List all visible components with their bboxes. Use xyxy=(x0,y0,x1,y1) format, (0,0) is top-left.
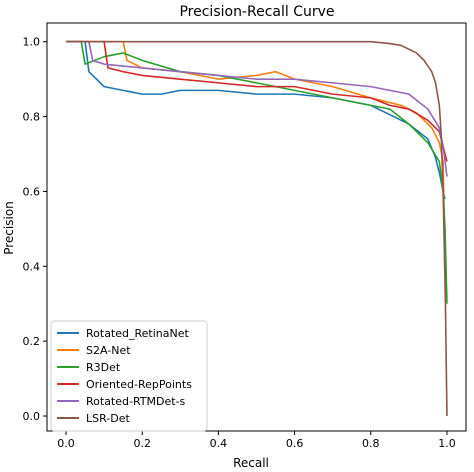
legend-label-0: Rotated_RetinaNet xyxy=(86,327,189,340)
y-axis-ticks: 0.0 0.2 0.4 0.6 0.8 1.0 xyxy=(23,36,47,423)
legend-label-5: LSR-Det xyxy=(86,412,131,425)
x-axis-ticks: 0.0 0.2 0.4 0.6 0.8 1.0 xyxy=(57,431,456,450)
y-tick-label: 0.0 xyxy=(23,410,41,423)
plot-area: 0.0 0.2 0.4 0.6 0.8 1.0 0.0 0.2 0.4 0.6 0.8 1.0 xyxy=(23,22,467,450)
series-line-0 xyxy=(66,40,446,200)
y-tick-label: 0.4 xyxy=(23,260,41,273)
series-line-2 xyxy=(66,40,448,304)
series-line-5 xyxy=(66,40,448,417)
y-axis-label: Precision xyxy=(2,201,16,255)
y-tick-label: 0.2 xyxy=(23,335,41,348)
legend-label-4: Rotated-RTMDet-s xyxy=(86,395,186,408)
y-tick-label: 0.8 xyxy=(23,111,41,124)
x-tick-label: 0.2 xyxy=(133,437,151,450)
x-tick-label: 0.4 xyxy=(210,437,228,450)
y-tick-label: 0.6 xyxy=(23,185,41,198)
x-tick-label: 0.6 xyxy=(286,437,304,450)
x-tick-label: 0.0 xyxy=(57,437,75,450)
x-tick-label: 0.8 xyxy=(362,437,380,450)
series-group xyxy=(66,40,448,417)
series-line-4 xyxy=(66,40,448,177)
legend-label-3: Oriented-RepPoints xyxy=(86,378,192,391)
x-tick-label: 1.0 xyxy=(438,437,456,450)
legend-label-1: S2A-Net xyxy=(86,344,131,357)
chart-title: Precision-Recall Curve xyxy=(179,4,334,20)
plot-frame xyxy=(46,22,467,432)
series-line-3 xyxy=(66,40,448,162)
legend-label-2: R3Det xyxy=(86,361,121,374)
legend-box xyxy=(50,320,208,432)
y-tick-label: 1.0 xyxy=(23,36,41,49)
legend: Rotated_RetinaNet S2A-Net R3Det Oriented-Re… xyxy=(50,320,208,432)
x-axis-label: Recall xyxy=(233,456,269,470)
series-line-1 xyxy=(66,40,448,297)
